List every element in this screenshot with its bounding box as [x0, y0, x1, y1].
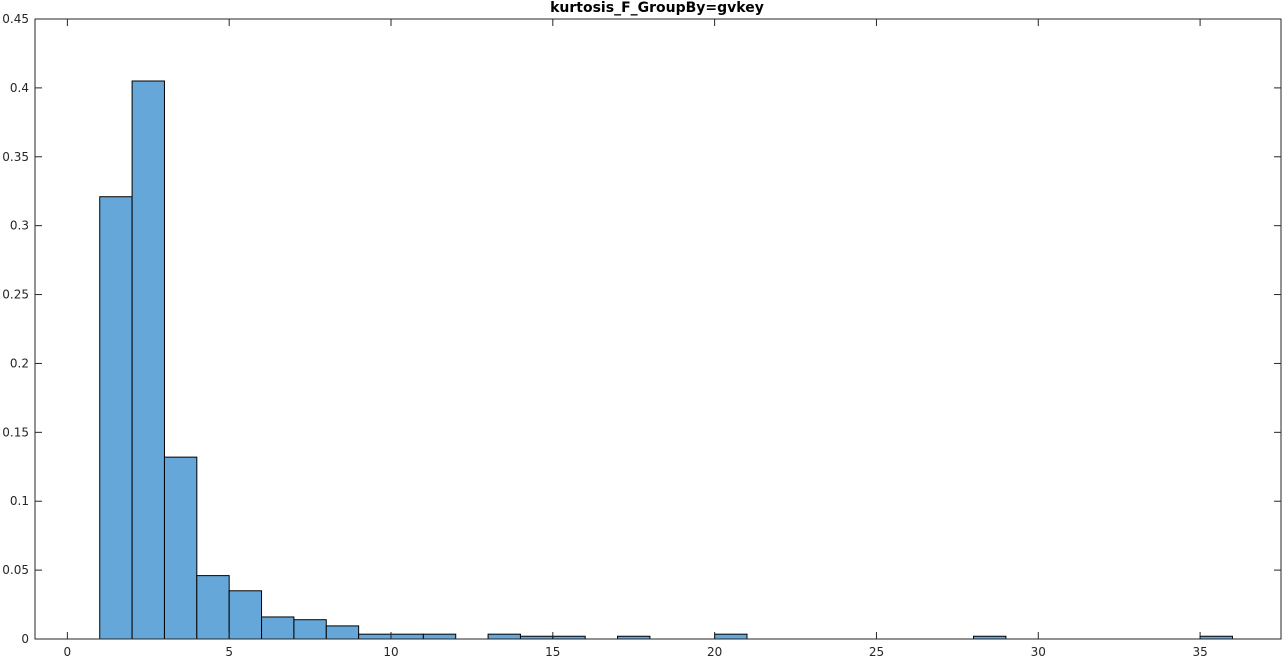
- x-tick-label: 0: [64, 645, 72, 658]
- x-tick-label: 15: [545, 645, 560, 658]
- histogram-bar: [390, 633, 424, 640]
- histogram-bar: [196, 575, 230, 640]
- histogram-bar: [228, 590, 263, 640]
- bars-layer: [99, 80, 1233, 640]
- axes-layer: 0 5 10 15 20 25 30 35 0 0.05 0.1 0.15 0.2 0.25 0.3 0.35…: [2, 12, 1282, 658]
- x-tick-label: 20: [707, 645, 722, 658]
- histogram-bar: [293, 619, 327, 640]
- histogram-bar: [131, 80, 165, 640]
- y-tick-label: 0.2: [10, 356, 29, 370]
- chart-title: kurtosis_F_GroupBy=gvkey: [550, 0, 764, 16]
- plot-frame: [34, 18, 1282, 640]
- x-tick-label: 5: [225, 645, 233, 658]
- histogram-bar: [422, 633, 457, 640]
- histogram-bar: [99, 196, 133, 640]
- x-tick-label: 10: [383, 645, 398, 658]
- histogram-bar: [261, 616, 295, 640]
- histogram-bar: [358, 633, 392, 640]
- y-tick-label: 0.4: [10, 81, 29, 95]
- y-tick-label: 0: [21, 632, 29, 646]
- y-tick-label: 0.1: [10, 494, 29, 508]
- x-tick-label: 30: [1031, 645, 1046, 658]
- x-tick-label: 25: [869, 645, 884, 658]
- histogram-bar: [714, 633, 748, 640]
- y-tick-label: 0.45: [2, 12, 29, 26]
- y-tick-label: 0.25: [2, 288, 29, 302]
- histogram-bar: [325, 625, 360, 640]
- y-tick-label: 0.35: [2, 150, 29, 164]
- y-tick-label: 0.05: [2, 563, 29, 577]
- x-tick-label: 35: [1192, 645, 1207, 658]
- y-tick-label: 0.3: [10, 219, 29, 233]
- y-tick-label: 0.15: [2, 425, 29, 439]
- histogram-bar: [487, 633, 521, 640]
- histogram-bar: [163, 456, 198, 640]
